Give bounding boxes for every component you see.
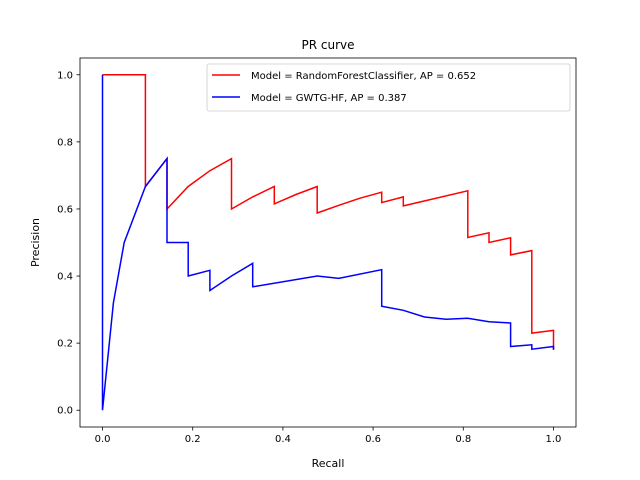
chart-title: PR curve: [301, 38, 354, 52]
y-tick-label: 0.0: [57, 406, 73, 417]
y-tick-label: 0.8: [57, 137, 73, 148]
series-line-random-forest-curve: [102, 74, 555, 350]
y-tick-label: 0.4: [57, 272, 73, 283]
legend-box: [206, 63, 571, 112]
x-tick-label: 0.0: [95, 434, 111, 445]
y-axis-label: Precision: [29, 218, 42, 267]
legend-label-random-forest: Model = RandomForestClassifier, AP = 0.6…: [251, 71, 476, 82]
x-tick-label: 1.0: [546, 434, 562, 445]
y-tick-label: 0.6: [57, 204, 73, 215]
ticks-layer: 0.0 0.2 0.4 0.6 0.8 1.0 0.0 0.2 0.4 0.6 0.8 1.0: [57, 70, 561, 445]
x-axis-label: Recall: [312, 457, 345, 470]
x-tick-label: 0.6: [365, 434, 381, 445]
y-tick-label: 0.2: [57, 339, 73, 350]
y-tick-label: 1.0: [57, 70, 73, 81]
x-tick-label: 0.8: [455, 434, 471, 445]
series-line-gwtg-hf-curve: [101, 74, 555, 411]
x-tick-label: 0.2: [185, 434, 201, 445]
plot-frame: [79, 57, 577, 428]
x-tick-label: 0.4: [275, 434, 291, 445]
series-layer: [101, 74, 555, 411]
legend-label-gwtg-hf: Model = GWTG-HF, AP = 0.387: [251, 93, 407, 104]
legend: Model = RandomForestClassifier, AP = 0.6…: [206, 63, 571, 112]
